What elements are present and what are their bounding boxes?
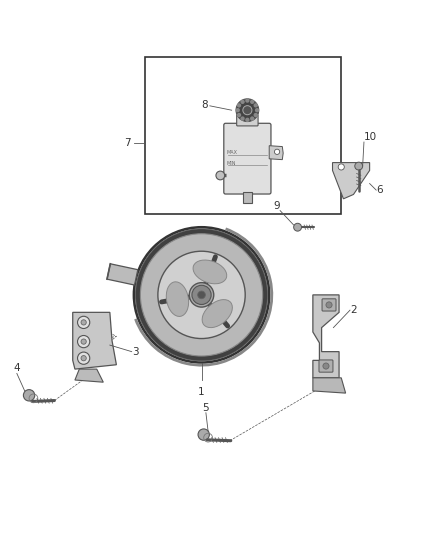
Bar: [243, 192, 252, 203]
Text: MIN: MIN: [227, 160, 237, 166]
Circle shape: [250, 116, 254, 121]
Text: 4: 4: [14, 364, 20, 374]
Circle shape: [216, 171, 225, 180]
Circle shape: [326, 302, 332, 308]
Circle shape: [236, 108, 240, 112]
Circle shape: [243, 106, 252, 115]
Text: 9: 9: [273, 200, 280, 211]
Circle shape: [245, 118, 250, 122]
FancyBboxPatch shape: [237, 115, 258, 126]
Circle shape: [338, 164, 344, 170]
Ellipse shape: [193, 260, 227, 284]
Circle shape: [192, 285, 211, 304]
Circle shape: [237, 113, 241, 117]
Circle shape: [81, 339, 86, 344]
Polygon shape: [73, 312, 117, 369]
Circle shape: [255, 108, 259, 112]
Text: 6: 6: [376, 185, 383, 195]
Text: 8: 8: [201, 100, 208, 110]
Circle shape: [136, 229, 268, 361]
Ellipse shape: [202, 300, 232, 328]
Circle shape: [240, 100, 245, 104]
FancyBboxPatch shape: [319, 360, 333, 372]
Circle shape: [254, 113, 258, 117]
Circle shape: [323, 363, 329, 369]
Circle shape: [189, 282, 214, 307]
Circle shape: [158, 251, 245, 338]
Polygon shape: [332, 163, 370, 199]
Bar: [145, 57, 341, 214]
Circle shape: [275, 149, 280, 155]
Text: 2: 2: [350, 305, 357, 315]
Text: 7: 7: [124, 139, 131, 148]
Polygon shape: [313, 295, 339, 378]
Circle shape: [81, 356, 86, 361]
Text: 3: 3: [132, 346, 138, 357]
Circle shape: [240, 116, 245, 121]
Circle shape: [23, 390, 35, 401]
Polygon shape: [75, 369, 103, 382]
Circle shape: [141, 234, 263, 356]
Circle shape: [141, 234, 262, 356]
Text: 10: 10: [364, 132, 377, 142]
Circle shape: [78, 352, 90, 364]
FancyBboxPatch shape: [322, 299, 336, 311]
FancyBboxPatch shape: [224, 123, 271, 194]
Circle shape: [245, 99, 250, 103]
Circle shape: [236, 99, 259, 122]
Polygon shape: [107, 264, 138, 285]
Circle shape: [198, 291, 205, 298]
Circle shape: [78, 316, 90, 328]
Circle shape: [81, 320, 86, 325]
Text: MAX: MAX: [227, 150, 238, 156]
Polygon shape: [269, 146, 283, 160]
Circle shape: [78, 335, 90, 348]
Circle shape: [293, 223, 301, 231]
Circle shape: [355, 162, 363, 170]
Circle shape: [198, 429, 209, 440]
Ellipse shape: [166, 282, 189, 317]
Circle shape: [237, 103, 241, 108]
Polygon shape: [313, 378, 346, 393]
Circle shape: [254, 103, 258, 108]
Circle shape: [250, 100, 254, 104]
Text: 5: 5: [203, 403, 209, 413]
Circle shape: [134, 227, 269, 362]
Text: 1: 1: [198, 386, 205, 397]
